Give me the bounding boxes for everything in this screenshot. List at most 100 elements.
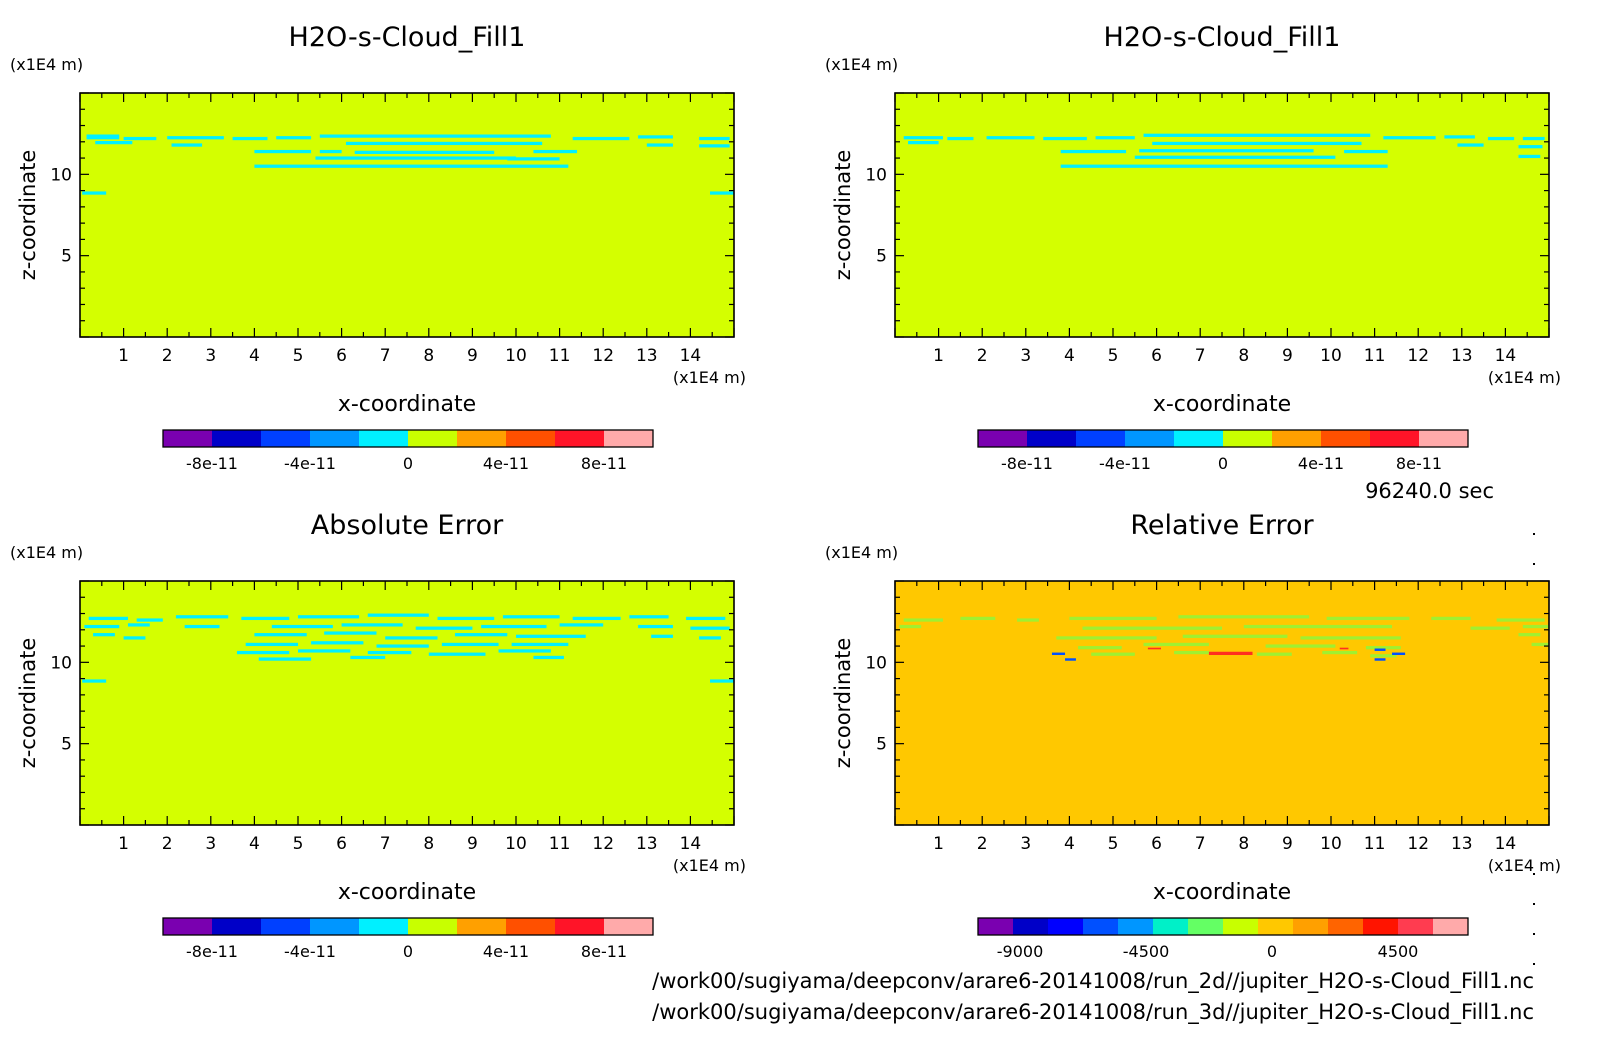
colorbar-segment [1188, 918, 1223, 935]
colorbar-segment [506, 430, 555, 447]
field-cell [319, 149, 342, 154]
field-cell [184, 624, 220, 629]
colorbar-segment [310, 430, 359, 447]
field-cell [1143, 642, 1209, 647]
field-cell [254, 149, 312, 154]
colorbar-tick-label: -8e-11 [186, 454, 238, 473]
field-cell [315, 156, 516, 160]
field-cell [1147, 647, 1161, 650]
field-cell [1182, 634, 1288, 638]
x-tick-label: 1 [118, 834, 129, 854]
field-cell [908, 140, 939, 145]
colorbar-segment [408, 430, 457, 447]
y-axis-label: z-coordinate [831, 150, 855, 281]
colorbar-tick-label: 4500 [1378, 942, 1419, 961]
colorbar-segment [261, 430, 310, 447]
colorbar-tick-label: 8e-11 [581, 454, 627, 473]
field-cell [341, 623, 403, 627]
field-cell [1522, 624, 1549, 629]
colorbar-tick-label: -4500 [1123, 942, 1170, 961]
field-cell [1091, 652, 1135, 656]
colorbar-segment [163, 430, 212, 447]
edge-dot [1533, 903, 1535, 905]
y-tick-label: 10 [865, 165, 887, 185]
colorbar-segment [1293, 918, 1328, 935]
field-cell [345, 141, 543, 146]
y-unit-label: (x1E4 m) [10, 543, 83, 562]
colorbar-segment [1419, 430, 1468, 447]
y-tick-label: 5 [61, 247, 72, 267]
field-cell [899, 624, 922, 629]
field-cell [507, 157, 560, 161]
field-cell [1082, 626, 1222, 630]
colorbar-tick-label: -4e-11 [1099, 454, 1151, 473]
x-tick-label: 13 [636, 834, 658, 854]
field-cell [533, 655, 564, 660]
plot-panel: H2O-s-Cloud_Fill1(x1E4 m)1 2 3 4 5 6 7 8 9 10 11 12… [825, 22, 1561, 473]
x-tick-label: 5 [293, 346, 304, 366]
field-cell [533, 149, 578, 154]
x-tick-label: 7 [1195, 346, 1206, 366]
file-path-1: /work00/sugiyama/deepconv/arare6-2014100… [652, 969, 1534, 994]
x-tick-label: 7 [380, 346, 391, 366]
field-cell [136, 618, 163, 622]
field-cell [93, 633, 115, 637]
x-unit-label: (x1E4 m) [673, 856, 746, 875]
field-cell [86, 134, 120, 140]
field-cell [367, 650, 412, 655]
field-cell [1365, 646, 1401, 650]
colorbar-segment [1048, 918, 1083, 935]
colorbar-segment [261, 918, 310, 935]
field-cell [1431, 616, 1471, 621]
colorbar-segment [1272, 430, 1321, 447]
field-cell [1174, 650, 1209, 655]
panel-title: H2O-s-Cloud_Fill1 [289, 22, 526, 53]
field-cell [254, 164, 569, 168]
x-tick-label: 13 [1451, 346, 1473, 366]
field-cell [1060, 149, 1127, 154]
field-cell [354, 150, 495, 154]
x-axis-label: x-coordinate [1153, 392, 1291, 417]
edge-dots [1533, 533, 1535, 965]
y-tick-label: 10 [865, 653, 887, 673]
field-cell [236, 650, 290, 655]
colorbar-segment [555, 918, 604, 935]
edge-dot [1533, 963, 1535, 965]
plot-background [895, 93, 1549, 337]
x-tick-label: 14 [1495, 346, 1517, 366]
colorbar-tick-label: 0 [403, 942, 413, 961]
field-cell [710, 679, 734, 683]
x-tick-label: 2 [977, 834, 988, 854]
colorbar-segment [1125, 430, 1174, 447]
field-cell [385, 636, 438, 640]
x-tick-label: 6 [336, 346, 347, 366]
colorbar-segment [457, 918, 506, 935]
plot-panel: H2O-s-Cloud_Fill1(x1E4 m)1 2 3 4 5 6 7 8 9 10 11 12… [10, 22, 746, 473]
colorbar-frame [977, 917, 1469, 936]
x-tick-label: 10 [505, 346, 527, 366]
edge-dot [1533, 533, 1535, 535]
colorbar-segment [1433, 918, 1468, 935]
colorbar-segment [506, 918, 555, 935]
field-cell [1326, 616, 1410, 621]
colorbar-tick-label: 0 [1267, 942, 1277, 961]
field-cell [1322, 650, 1358, 655]
field-cell [1518, 633, 1541, 637]
field-cell [1017, 618, 1039, 622]
field-cell [311, 641, 364, 645]
field-cell [84, 624, 120, 629]
x-tick-label: 12 [1407, 346, 1429, 366]
field-cell [350, 655, 386, 660]
colorbar-frame [977, 429, 1469, 448]
colorbar-segment [604, 918, 653, 935]
x-tick-label: 5 [1108, 834, 1119, 854]
x-tick-label: 7 [1195, 834, 1206, 854]
colorbar-tick-label: 8e-11 [581, 942, 627, 961]
x-tick-label: 3 [205, 346, 216, 366]
panel-title: Absolute Error [311, 510, 504, 541]
colorbar-segment [1363, 918, 1398, 935]
x-tick-label: 8 [423, 346, 434, 366]
colorbar-tick-label: 4e-11 [483, 942, 529, 961]
x-tick-label: 9 [467, 346, 478, 366]
x-tick-label: 11 [1364, 834, 1386, 854]
